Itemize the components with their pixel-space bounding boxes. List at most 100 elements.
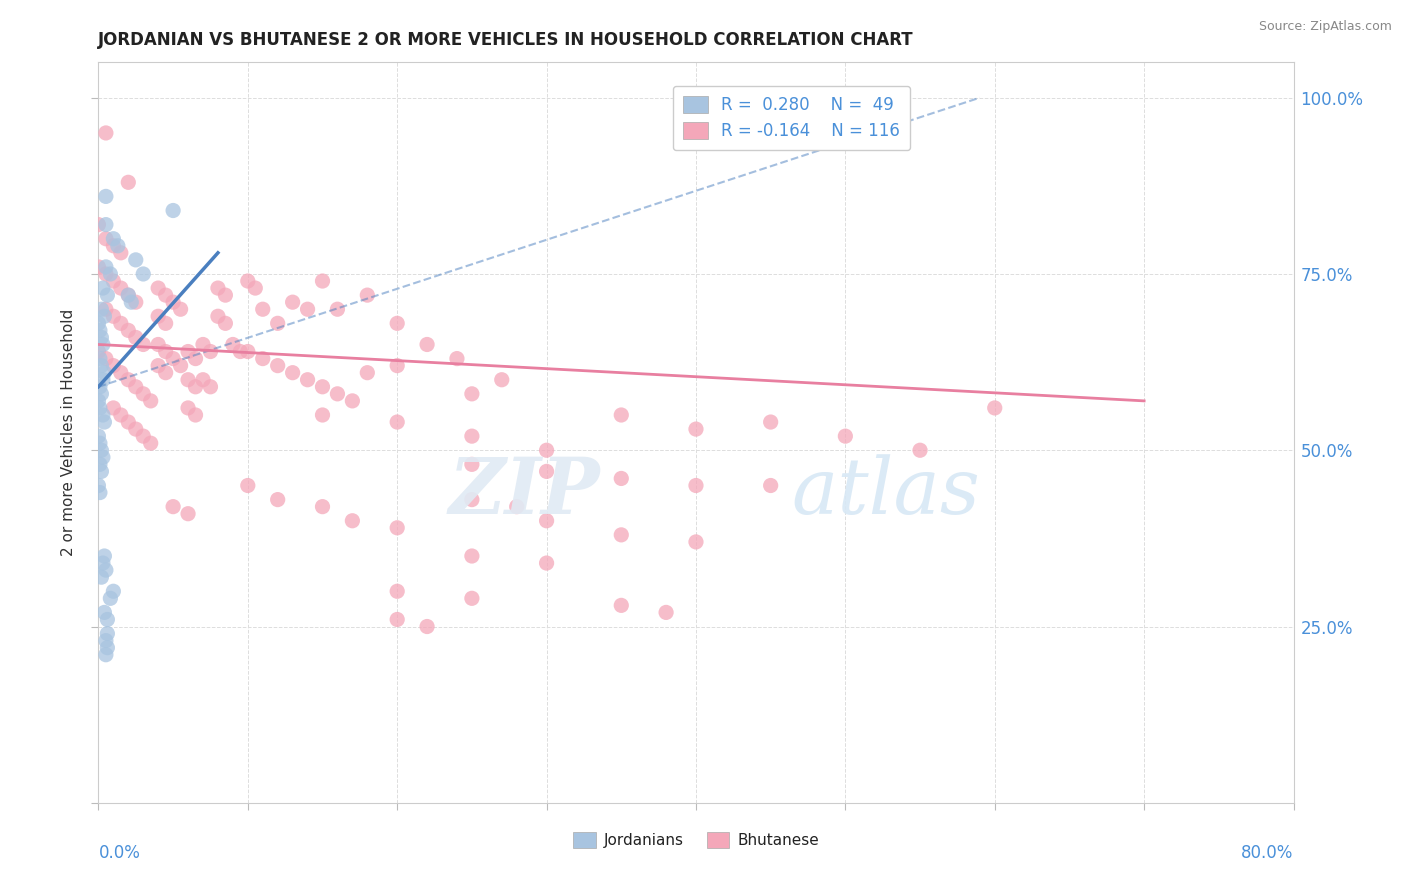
Point bbox=[461, 387, 484, 401]
Point bbox=[117, 175, 139, 189]
Point bbox=[94, 260, 117, 274]
Point bbox=[94, 563, 117, 577]
Point bbox=[610, 599, 633, 613]
Point bbox=[655, 606, 678, 620]
Point bbox=[93, 606, 115, 620]
Point bbox=[281, 366, 304, 380]
Point bbox=[107, 239, 129, 253]
Point bbox=[94, 648, 117, 662]
Text: Source: ZipAtlas.com: Source: ZipAtlas.com bbox=[1258, 20, 1392, 33]
Text: JORDANIAN VS BHUTANESE 2 OR MORE VEHICLES IN HOUSEHOLD CORRELATION CHART: JORDANIAN VS BHUTANESE 2 OR MORE VEHICLE… bbox=[98, 31, 914, 49]
Point bbox=[759, 478, 782, 492]
Point bbox=[117, 288, 139, 302]
Point bbox=[90, 330, 112, 344]
Point bbox=[94, 633, 117, 648]
Point bbox=[148, 310, 170, 324]
Point bbox=[311, 380, 333, 394]
Point bbox=[96, 612, 118, 626]
Point bbox=[91, 281, 114, 295]
Point bbox=[177, 401, 200, 415]
Point bbox=[191, 337, 214, 351]
Point bbox=[984, 401, 1007, 415]
Text: 0.0%: 0.0% bbox=[98, 844, 141, 862]
Point bbox=[177, 344, 200, 359]
Y-axis label: 2 or more Vehicles in Household: 2 or more Vehicles in Household bbox=[60, 309, 76, 557]
Point bbox=[110, 245, 132, 260]
Point bbox=[117, 373, 139, 387]
Point bbox=[311, 274, 333, 288]
Point bbox=[94, 126, 117, 140]
Point bbox=[177, 507, 200, 521]
Point bbox=[200, 344, 222, 359]
Point bbox=[155, 344, 177, 359]
Point bbox=[132, 429, 155, 443]
Point bbox=[96, 288, 118, 302]
Point bbox=[446, 351, 468, 366]
Point bbox=[685, 535, 707, 549]
Point bbox=[162, 500, 184, 514]
Point bbox=[200, 380, 222, 394]
Point bbox=[169, 359, 191, 373]
Point bbox=[536, 556, 558, 570]
Point bbox=[297, 373, 319, 387]
Point bbox=[461, 492, 484, 507]
Point bbox=[267, 359, 290, 373]
Point bbox=[162, 351, 184, 366]
Point bbox=[89, 485, 111, 500]
Point bbox=[90, 570, 112, 584]
Legend: Jordanians, Bhutanese: Jordanians, Bhutanese bbox=[567, 826, 825, 855]
Point bbox=[385, 359, 409, 373]
Point bbox=[93, 549, 115, 563]
Point bbox=[342, 514, 364, 528]
Point bbox=[148, 281, 170, 295]
Point bbox=[155, 316, 177, 330]
Point bbox=[184, 380, 207, 394]
Point bbox=[536, 464, 558, 478]
Point bbox=[90, 359, 112, 373]
Point bbox=[162, 295, 184, 310]
Point bbox=[90, 387, 112, 401]
Point bbox=[834, 429, 856, 443]
Point bbox=[281, 295, 304, 310]
Point bbox=[267, 492, 290, 507]
Point bbox=[90, 464, 112, 478]
Point bbox=[252, 302, 274, 317]
Point bbox=[94, 351, 117, 366]
Point bbox=[385, 521, 409, 535]
Point bbox=[91, 408, 114, 422]
Point bbox=[207, 281, 229, 295]
Point bbox=[110, 281, 132, 295]
Point bbox=[267, 316, 290, 330]
Point bbox=[685, 422, 707, 436]
Point bbox=[125, 330, 148, 344]
Point bbox=[89, 436, 111, 450]
Point bbox=[177, 373, 200, 387]
Point bbox=[214, 316, 236, 330]
Point bbox=[132, 267, 155, 281]
Point bbox=[87, 218, 110, 232]
Point bbox=[93, 310, 115, 324]
Point bbox=[89, 323, 111, 337]
Point bbox=[125, 295, 148, 310]
Point bbox=[89, 458, 111, 472]
Point bbox=[103, 401, 125, 415]
Point bbox=[91, 556, 114, 570]
Point bbox=[117, 288, 139, 302]
Point bbox=[610, 471, 633, 485]
Point bbox=[94, 267, 117, 281]
Point bbox=[245, 281, 267, 295]
Point bbox=[356, 366, 378, 380]
Point bbox=[87, 478, 110, 492]
Text: atlas: atlas bbox=[792, 454, 980, 530]
Point bbox=[125, 252, 148, 267]
Point bbox=[117, 323, 139, 337]
Point bbox=[125, 380, 148, 394]
Point bbox=[87, 260, 110, 274]
Point bbox=[103, 584, 125, 599]
Point bbox=[87, 429, 110, 443]
Point bbox=[120, 295, 142, 310]
Point bbox=[96, 626, 118, 640]
Point bbox=[184, 408, 207, 422]
Point bbox=[610, 528, 633, 542]
Point bbox=[214, 288, 236, 302]
